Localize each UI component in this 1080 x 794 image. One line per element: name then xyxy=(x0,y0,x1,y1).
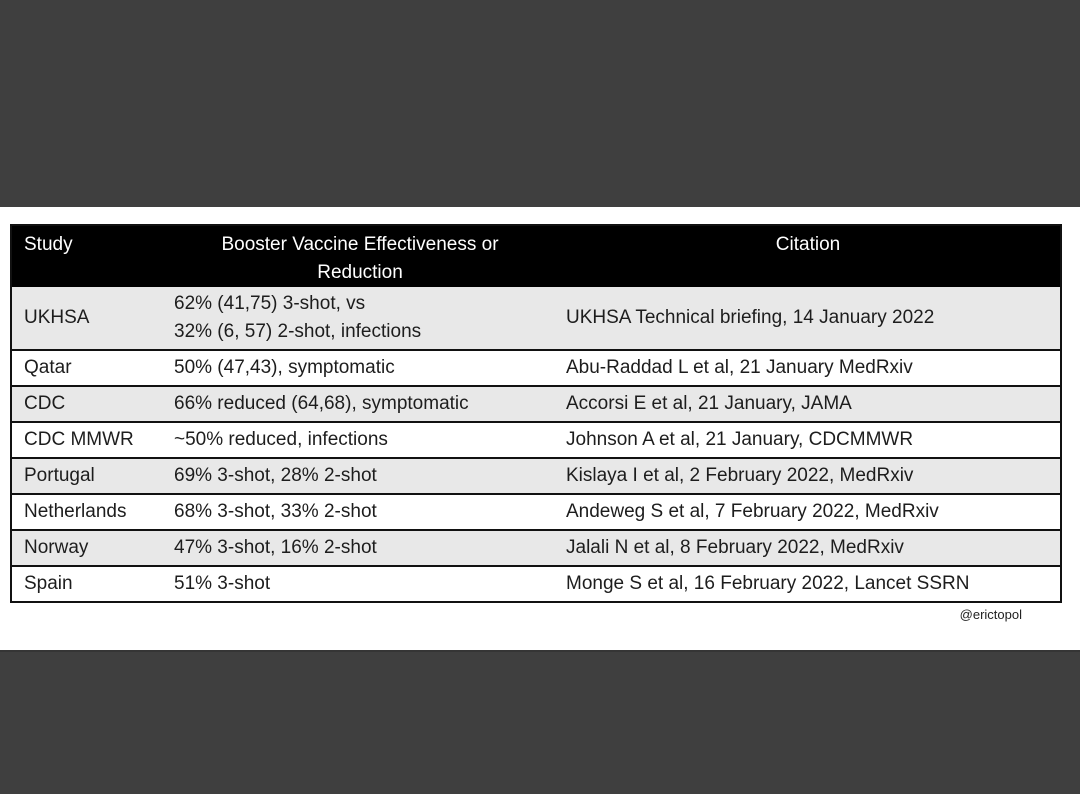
bottom-gray-band xyxy=(0,650,1080,794)
citation-cell: Kislaya I et al, 2 February 2022, MedRxi… xyxy=(566,465,914,486)
effectiveness-cell: ~50% reduced, infections xyxy=(174,429,388,450)
study-cell: Qatar xyxy=(24,357,72,378)
effectiveness-cell: 51% 3-shot xyxy=(174,573,271,594)
column-header-effectiveness: Booster Vaccine Effectiveness or Reducti… xyxy=(164,225,556,287)
column-header-citation: Citation xyxy=(556,225,1061,287)
table-row: Portugal 69% 3-shot, 28% 2-shot Kislaya I … xyxy=(11,458,1061,494)
citation-cell: Monge S et al, 16 February 2022, Lancet … xyxy=(566,573,970,594)
table-header-row: Study Booster Vaccine Effectiveness or R… xyxy=(11,225,1061,287)
top-gray-band xyxy=(0,0,1080,207)
study-cell: CDC MMWR xyxy=(24,429,134,450)
table-row: CDC 66% reduced (64,68), symptomatic Accor… xyxy=(11,386,1061,422)
effectiveness-cell: 50% (47,43), symptomatic xyxy=(174,357,395,378)
study-cell: UKHSA xyxy=(24,307,90,328)
table-row: UKHSA 62% (41,75) 3-shot, vs 32% (6, 57) … xyxy=(11,287,1061,350)
table-row: CDC MMWR ~50% reduced, infections Johnson … xyxy=(11,422,1061,458)
study-cell: Portugal xyxy=(24,465,95,486)
effectiveness-cell: 62% (41,75) 3-shot, vs 32% (6, 57) 2-sho… xyxy=(174,293,422,342)
citation-cell: Accorsi E et al, 21 January, JAMA xyxy=(566,393,852,414)
credit-text: @erictopol xyxy=(959,607,1022,622)
citation-cell: Johnson A et al, 21 January, CDCMMWR xyxy=(566,429,914,450)
study-cell: Spain xyxy=(24,573,73,594)
table-row: Spain 51% 3-shot Monge S et al, 16 Februar… xyxy=(11,566,1061,602)
table-row: Norway 47% 3-shot, 16% 2-shot Jalali N et … xyxy=(11,530,1061,566)
effectiveness-cell: 68% 3-shot, 33% 2-shot xyxy=(174,501,377,522)
content-area: Study Booster Vaccine Effectiveness or R… xyxy=(0,224,1080,650)
study-cell: Norway xyxy=(24,537,89,558)
table-body: UKHSA 62% (41,75) 3-shot, vs 32% (6, 57) … xyxy=(11,287,1061,602)
effectiveness-cell: 47% 3-shot, 16% 2-shot xyxy=(174,537,377,558)
column-header-study: Study xyxy=(11,225,164,287)
citation-cell: Andeweg S et al, 7 February 2022, MedRxi… xyxy=(566,501,939,522)
study-cell: CDC xyxy=(24,393,66,414)
citation-cell: Abu-Raddad L et al, 21 January MedRxiv xyxy=(566,357,913,378)
study-cell: Netherlands xyxy=(24,501,127,522)
effectiveness-cell: 66% reduced (64,68), symptomatic xyxy=(174,393,469,414)
effectiveness-cell: 69% 3-shot, 28% 2-shot xyxy=(174,465,377,486)
table-row: Netherlands 68% 3-shot, 33% 2-shot Andeweg… xyxy=(11,494,1061,530)
citation-cell: UKHSA Technical briefing, 14 January 202… xyxy=(566,307,935,328)
citation-cell: Jalali N et al, 8 February 2022, MedRxiv xyxy=(566,537,904,558)
table-row: Qatar 50% (47,43), symptomatic Abu-Raddad … xyxy=(11,350,1061,386)
booster-effectiveness-table: Study Booster Vaccine Effectiveness or R… xyxy=(10,224,1062,603)
